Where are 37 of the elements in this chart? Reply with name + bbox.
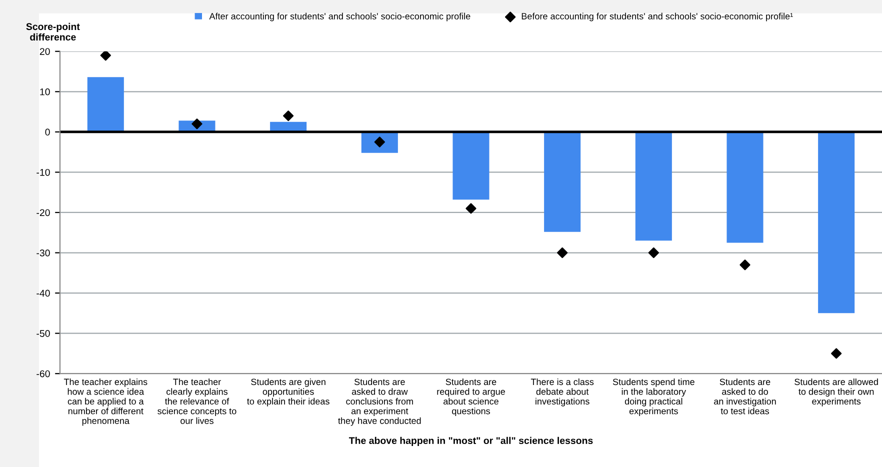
y-tick-label: 10 [40, 88, 50, 96]
x-axis-title: The above happen in "most" or "all" science lessons [348, 436, 593, 446]
bar [818, 132, 855, 314]
x-tick-label: Students are allowed to design their own experiments [794, 378, 878, 406]
point [740, 260, 750, 270]
bar [635, 132, 672, 241]
y-axis-title: Score-point difference [26, 22, 80, 41]
bar [452, 132, 490, 200]
y-tick-label: 20 [40, 48, 50, 55]
bar [361, 132, 398, 153]
x-tick-label: Students are given opportunities to explain their ideas [247, 378, 330, 406]
point [192, 118, 202, 130]
y-tick-label: -10 [36, 168, 50, 176]
legend-label: After accounting for students' and schools' socio-economic profile [209, 12, 470, 22]
y-tick-label: -40 [36, 290, 50, 297]
y-tick-label: -30 [36, 250, 50, 256]
point [283, 110, 294, 122]
bar [87, 77, 124, 132]
x-tick-label: Students are asked to do an investigation to test ideas [714, 378, 776, 414]
y-tick-label: -60 [36, 370, 50, 378]
x-tick-label: Students spend time in the laboratory doing practical experiments [612, 378, 694, 416]
point [557, 247, 568, 258]
point [648, 247, 659, 258]
x-tick-label: The teacher explains how a science idea can be applied to a number of different phenomena [64, 378, 148, 426]
x-tick-label: Students are asked to draw conclusions from an experiment they have conducted [338, 378, 421, 426]
point [831, 348, 842, 359]
x-tick-label: The teacher clearly explains the relevance of science concepts to our lives [158, 378, 236, 424]
x-tick-label: Students are required to argue about science questions [437, 378, 505, 416]
bar [544, 132, 581, 232]
x-tick-label: There is a class debate about investigations [530, 378, 594, 406]
y-tick-label: -20 [36, 209, 50, 216]
y-tick-label: -50 [36, 330, 50, 337]
point [100, 51, 111, 61]
y-tick-label: 0 [45, 128, 50, 136]
bar [726, 132, 764, 243]
point [466, 203, 476, 214]
legend-label: Before accounting for students' and schools' socio-economic profile¹ [522, 12, 793, 22]
